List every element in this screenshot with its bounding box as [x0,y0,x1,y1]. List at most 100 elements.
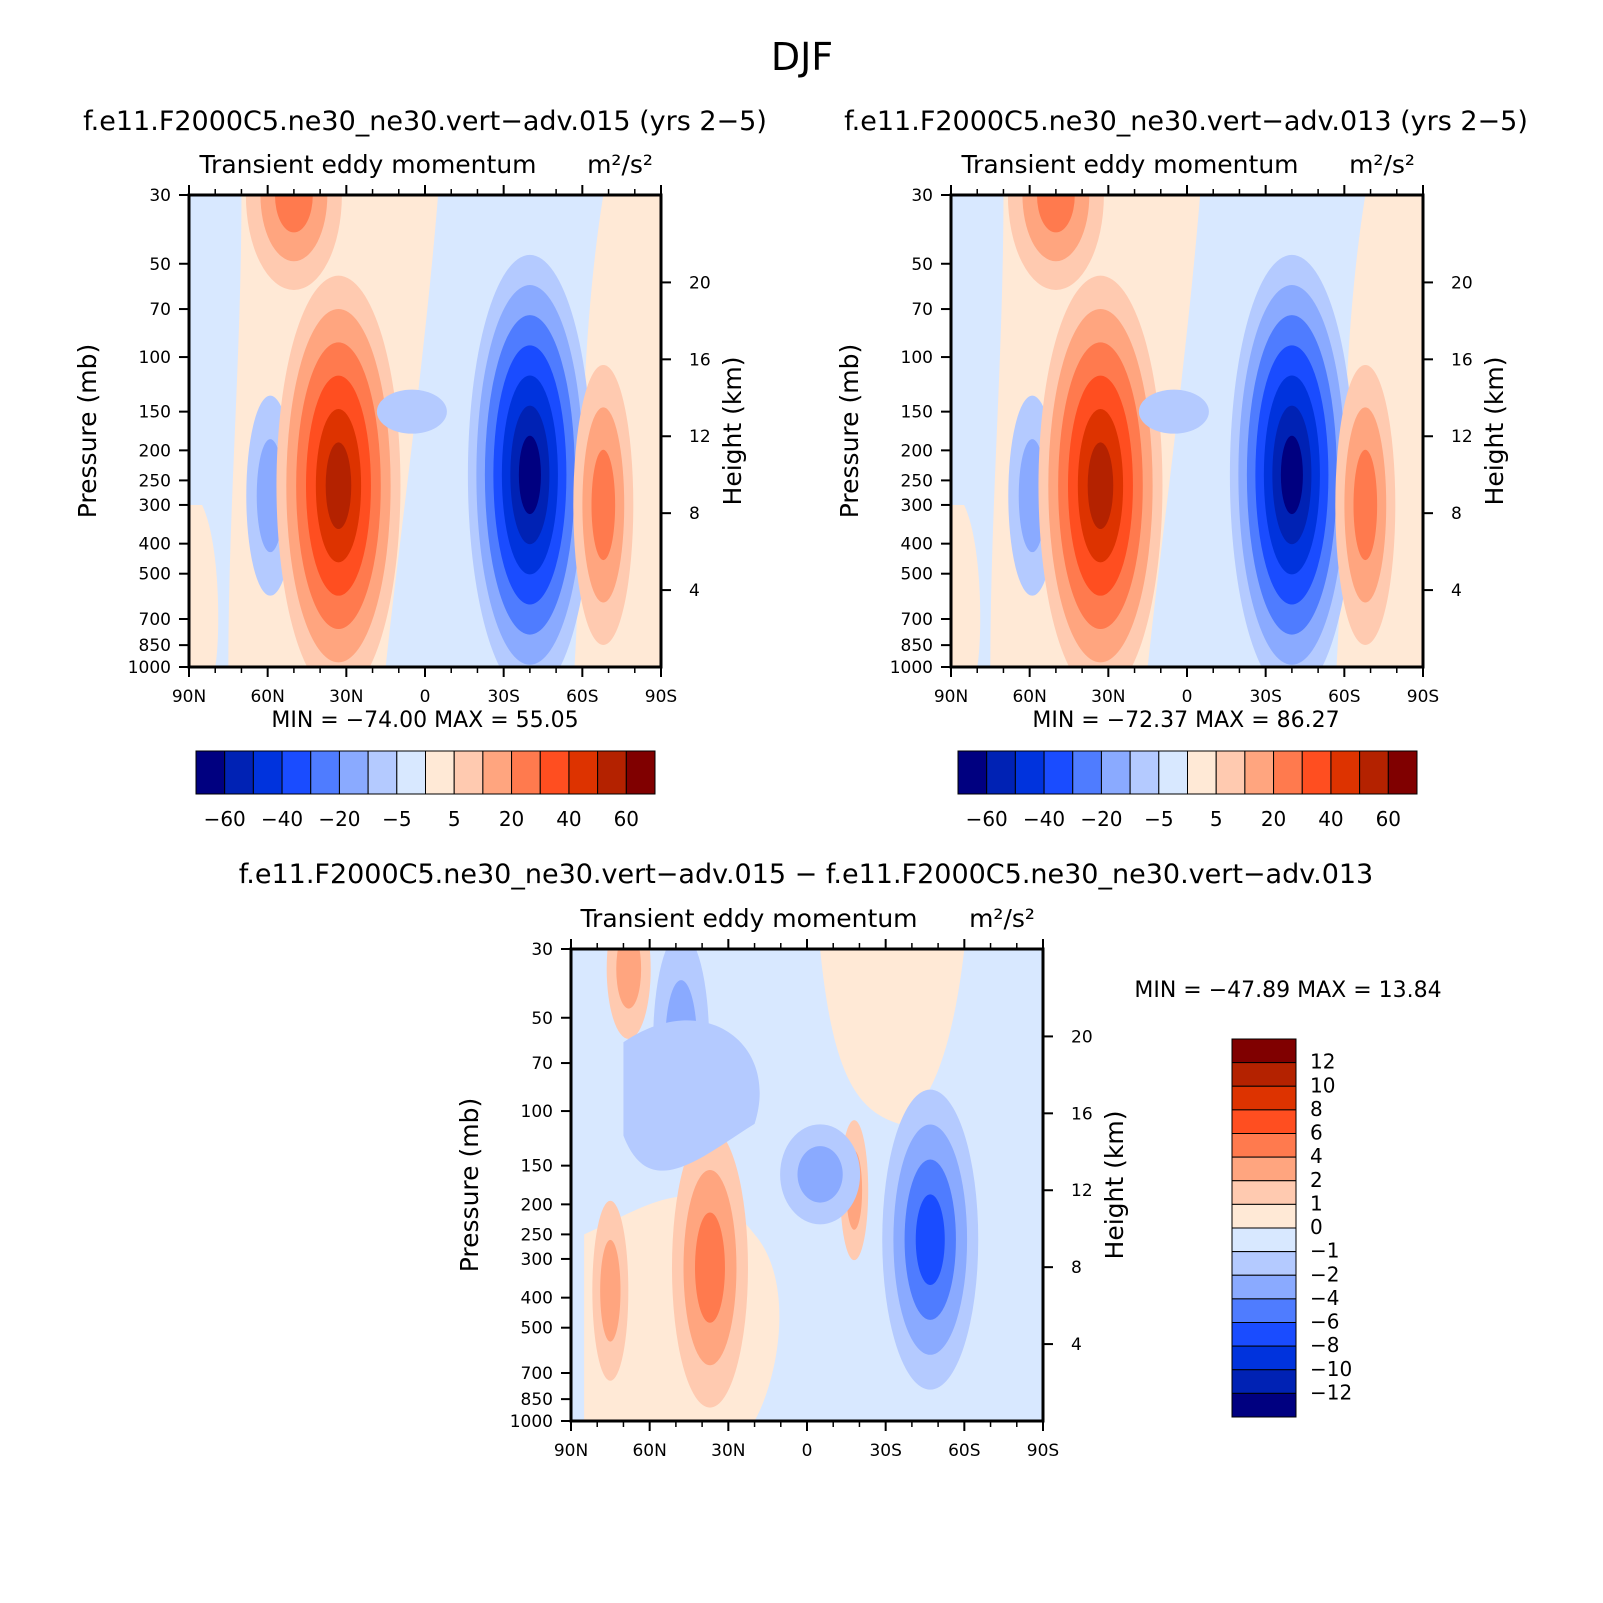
colorbar-box [1231,1298,1297,1323]
x-tick-label: 30N [711,1441,745,1461]
colorbar-box [1387,750,1418,795]
panel-3-case-title: f.e11.F2000C5.ne30_ne30.vert−adv.015 − f… [239,859,1374,890]
x-tick-label: 90S [1407,687,1439,707]
y-tick-label: 70 [911,300,933,320]
colorbar-box [1231,1038,1297,1064]
colorbar-box [1330,750,1361,795]
y-tick-label: 700 [901,610,933,630]
colorbar-box [1100,750,1131,795]
colorbar-label: −20 [1080,807,1122,831]
y-tick-label: 400 [521,1289,553,1309]
y-tick-label: 100 [521,1102,553,1122]
colorbar-box [195,750,226,795]
panel-3: f.e11.F2000C5.ne30_ne30.vert−adv.015 − f… [239,859,1442,1461]
y-right-tick-label: 20 [1071,1027,1093,1047]
colorbar-box [1187,750,1217,795]
y-tick-label: 250 [901,471,933,491]
colorbar-box [1359,750,1389,795]
colorbar-box [367,750,398,795]
y-tick-label: 1000 [890,658,933,678]
panel-1-stats: MIN = −74.00 MAX = 55.05 [271,708,578,733]
contour-level [325,442,352,530]
colorbar-box [1231,1085,1297,1111]
y-tick-label: 30 [911,186,933,206]
x-tick-label: 0 [1182,687,1193,707]
y-tick-label: 100 [901,348,933,368]
x-tick-label: 90N [172,687,206,707]
panel-1-colorbar: −60 −40 −20 −5 5 20 40 60 [195,750,656,831]
colorbar-label: −40 [261,807,303,831]
contour-field [189,195,661,667]
colorbar-box [1158,750,1188,795]
y-tick-label: 70 [149,300,171,320]
y-tick-label: 500 [521,1319,553,1339]
panel-1-contour-plot: 90N 60N 30N 0 30S 60S 90S 30 50 70 100 150 200 250 300… [73,185,747,707]
y-tick-label: 850 [901,636,933,656]
y-right-tick-label: 12 [689,427,711,447]
colorbar-box [1215,750,1246,795]
colorbar-box [1231,1109,1297,1134]
contour-level [695,1212,725,1323]
colorbar-label: 10 [1310,1073,1335,1097]
colorbar-box [1014,750,1045,795]
colorbar-box [1072,750,1102,795]
colorbar-box [1231,1180,1297,1205]
colorbar-box [1231,1133,1297,1158]
colorbar-box [1273,750,1303,795]
y-right-tick-label: 16 [1451,350,1473,370]
colorbar-label: −5 [382,807,411,831]
y-tick-label: 100 [139,348,171,368]
colorbar-box [482,750,513,795]
y-right-tick-label: 4 [1451,581,1462,601]
panel-2-colorbar: −60 −40 −20 −5 5 20 40 60 [957,750,1418,831]
y-right-tick-label: 4 [689,581,700,601]
contour-level [591,449,616,561]
colorbar-box [1231,1156,1297,1182]
panel-2-var-title: Transient eddy momentum [960,150,1298,179]
y-tick-label: 850 [521,1390,553,1410]
y-tick-label: 50 [149,255,171,275]
colorbar-label: 40 [556,807,581,831]
panel-2-units: m²/s² [1349,150,1415,179]
colorbar-box [1231,1251,1297,1276]
y-right-tick-label: 12 [1451,427,1473,447]
y-right-axis-label: Height (km) [718,357,747,506]
colorbar-box [1129,750,1160,795]
y-tick-label: 1000 [510,1412,553,1432]
colorbar-label: 2 [1310,1168,1323,1192]
colorbar-label: −1 [1310,1239,1339,1263]
x-tick-label: 0 [420,687,431,707]
panel-1: f.e11.F2000C5.ne30_ne30.vert−adv.015 (yr… [73,106,767,831]
x-tick-label: 60N [1012,687,1046,707]
y-axis-label: Pressure (mb) [73,344,102,518]
colorbar-label: 5 [448,807,461,831]
contour-level [616,949,642,1009]
panel-2: f.e11.F2000C5.ne30_ne30.vert−adv.013 (yr… [835,106,1528,831]
x-tick-label: 60N [250,687,284,707]
y-tick-label: 700 [139,610,171,630]
colorbar-box [1231,1203,1297,1229]
x-tick-label: 30S [487,687,519,707]
y-tick-label: 150 [521,1157,553,1177]
contour-level [274,195,313,233]
colorbar-box [224,750,254,795]
colorbar-label: 40 [1318,807,1343,831]
y-right-tick-label: 4 [1071,1335,1082,1355]
y-tick-label: 400 [139,535,171,555]
y-right-tick-label: 20 [1451,273,1473,293]
y-right-tick-label: 16 [689,350,711,370]
y-tick-label: 250 [521,1225,553,1245]
contour-level [1138,389,1209,434]
contour-level [518,435,541,515]
y-right-tick-label: 8 [1451,504,1462,524]
x-tick-label: 90S [1027,1441,1059,1461]
contour-level [376,389,447,434]
x-tick-label: 60S [1328,687,1360,707]
colorbar-box [310,750,340,795]
y-tick-label: 300 [901,496,933,516]
contour-level [1036,195,1075,233]
colorbar-box [425,750,455,795]
x-tick-label: 60S [948,1441,980,1461]
